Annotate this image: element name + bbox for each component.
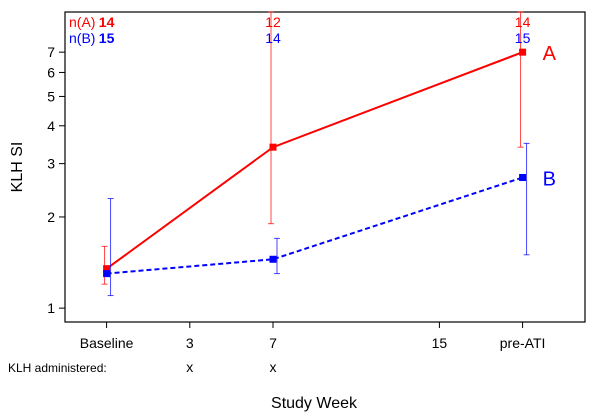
- n-count: 14: [99, 14, 115, 30]
- series-layer: AB: [101, 11, 557, 297]
- x-tick-label: Baseline: [80, 335, 134, 351]
- n-label-B: n(B): [69, 30, 95, 46]
- series-line: [106, 51, 523, 270]
- data-point: [519, 173, 527, 181]
- klh-administered-row: KLH administered: x x: [8, 359, 277, 375]
- y-axis: 1 2 3 4 5 6 7: [47, 44, 65, 316]
- series-label: B: [543, 168, 556, 190]
- n-count: 12: [265, 14, 281, 30]
- y-tick-label: 1: [47, 300, 55, 316]
- n-count: 14: [515, 14, 531, 30]
- y-axis-title: KLH SI: [9, 142, 26, 193]
- x-tick-label: 15: [432, 335, 448, 351]
- y-tick-label: 6: [47, 64, 55, 80]
- klh-mark: x: [270, 359, 277, 375]
- n-label-A: n(A): [69, 14, 95, 30]
- series-A: A: [101, 11, 557, 285]
- n-count: 15: [515, 30, 531, 46]
- x-tick-label: pre-ATI: [500, 335, 546, 351]
- series-B: B: [103, 142, 556, 297]
- data-point: [269, 255, 277, 263]
- x-tick-label: 7: [269, 335, 277, 351]
- y-tick-label: 7: [47, 44, 55, 60]
- series-line: [106, 176, 523, 275]
- y-tick-label: 5: [47, 88, 55, 104]
- y-tick-label: 4: [47, 118, 55, 134]
- y-tick-label: 2: [47, 209, 55, 225]
- x-axis: Baseline 3 7 15 pre-ATI: [80, 322, 546, 351]
- y-tick-label: 3: [47, 156, 55, 172]
- x-tick-label: 3: [186, 335, 194, 351]
- klh-mark: x: [186, 359, 193, 375]
- data-point: [519, 48, 527, 56]
- x-axis-title: Study Week: [271, 395, 358, 412]
- klh-administered-label: KLH administered:: [8, 361, 107, 375]
- series-label: A: [543, 43, 557, 65]
- n-count: 14: [265, 30, 281, 46]
- data-point: [269, 143, 277, 151]
- n-labels: n(A) 14 12 14n(B) 15 14 15: [69, 14, 531, 46]
- data-point: [103, 270, 111, 278]
- data-point: [103, 265, 111, 273]
- plot-frame: [64, 11, 586, 323]
- n-count: 15: [99, 30, 115, 46]
